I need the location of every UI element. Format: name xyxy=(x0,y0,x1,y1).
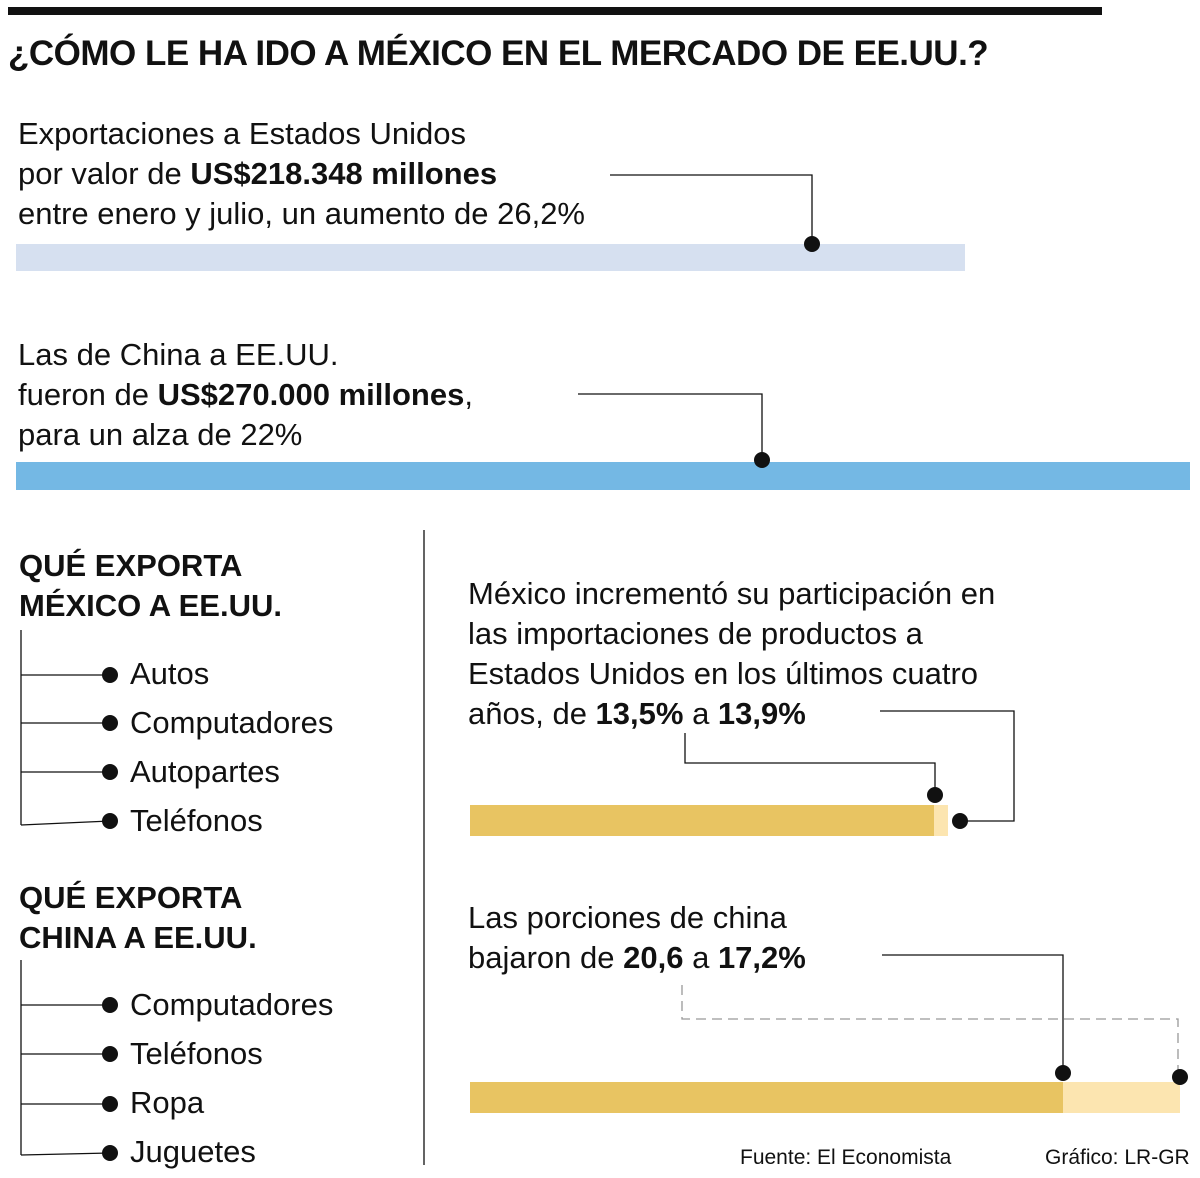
text-line: por valor de xyxy=(18,156,191,191)
china-products-list: Computadores Teléfonos Ropa Juguetes xyxy=(130,985,333,1178)
list-item: Teléfonos xyxy=(130,803,263,838)
graphic-credit: Gráfico: LR-GR xyxy=(1045,1146,1190,1169)
mexico-products-list: Autos Computadores Autopartes Teléfonos xyxy=(130,654,333,850)
list-item: Autos xyxy=(130,656,210,691)
top-rule xyxy=(8,7,1102,15)
list-item: Computadores xyxy=(130,705,334,740)
dot-marker xyxy=(804,236,820,252)
leader-line xyxy=(882,954,1064,1073)
china-share-from: 20,6 xyxy=(623,940,684,975)
dot-marker xyxy=(1172,1069,1188,1085)
heading-line: QUÉ EXPORTA xyxy=(19,880,243,915)
leader-line xyxy=(578,393,763,460)
list-item: Juguetes xyxy=(130,1134,256,1169)
text-line: Estados Unidos en los últimos cuatro xyxy=(468,656,979,691)
source-note: Fuente: El Economista xyxy=(740,1146,952,1169)
mexico-share-from: 13,5% xyxy=(595,696,684,731)
text-line: Exportaciones a Estados Unidos xyxy=(18,116,467,151)
heading-line: CHINA A EE.UU. xyxy=(19,920,257,955)
mexico-exports-text: Exportaciones a Estados Unidos por valor… xyxy=(18,114,585,234)
china-exports-bar xyxy=(16,462,1190,490)
mexico-export-value: US$218.348 millones xyxy=(190,156,498,191)
text-line: bajaron de xyxy=(468,940,624,975)
dot-marker xyxy=(754,452,770,468)
text-line: a xyxy=(683,940,718,975)
bullet-dot xyxy=(102,1145,118,1161)
leader-line xyxy=(880,710,1015,822)
china-exports-text: Las de China a EE.UU. fueron de US$270.0… xyxy=(18,335,473,455)
text-line: México incrementó su participación en xyxy=(468,576,996,611)
dot-marker xyxy=(927,787,943,803)
mexico-share-to: 13,9% xyxy=(717,696,806,731)
heading-line: MÉXICO A EE.UU. xyxy=(19,588,282,623)
mexico-growth-value: 26,2% xyxy=(497,196,585,231)
china-share-text: Las porciones de china bajaron de 20,6 a… xyxy=(468,898,806,978)
text-line: años, de xyxy=(468,696,596,731)
china-export-value: US$270.000 millones xyxy=(157,377,465,412)
text-line: para un alza de xyxy=(18,417,241,452)
text-line: fueron de xyxy=(18,377,158,412)
bullet-dot xyxy=(102,715,118,731)
bullet-dot xyxy=(102,667,118,683)
bullet-dot xyxy=(102,813,118,829)
dot-marker xyxy=(952,813,968,829)
dot-marker xyxy=(1055,1065,1071,1081)
china-share-to: 17,2% xyxy=(717,940,806,975)
text-line: Las de China a EE.UU. xyxy=(18,337,339,372)
leader-line xyxy=(610,174,813,244)
list-item: Computadores xyxy=(130,987,334,1022)
text-line: Las porciones de china xyxy=(468,900,787,935)
china-products-heading: QUÉ EXPORTA CHINA A EE.UU. xyxy=(19,878,257,958)
bullet-dot xyxy=(102,997,118,1013)
list-item: Ropa xyxy=(130,1085,205,1120)
bullet-dot xyxy=(102,764,118,780)
comma: , xyxy=(464,377,473,412)
bullet-dot xyxy=(102,1046,118,1062)
text-line: las importaciones de productos a xyxy=(468,616,923,651)
text-line: entre enero y julio, un aumento de xyxy=(18,196,498,231)
mexico-share-bar-13-5 xyxy=(470,805,935,836)
bullet-dot xyxy=(102,1096,118,1112)
list-item: Teléfonos xyxy=(130,1036,263,1071)
mexico-products-heading: QUÉ EXPORTA MÉXICO A EE.UU. xyxy=(19,546,282,626)
list-item: Autopartes xyxy=(130,754,280,789)
china-share-bar-17-2 xyxy=(470,1082,1063,1113)
china-growth-value: 22% xyxy=(240,417,303,452)
leader-line xyxy=(684,733,936,795)
leader-line-dashed xyxy=(681,985,1179,1077)
mexico-share-text: México incrementó su participación en la… xyxy=(468,574,995,734)
heading-line: QUÉ EXPORTA xyxy=(19,548,243,583)
page-title: ¿CÓMO LE HA IDO A MÉXICO EN EL MERCADO D… xyxy=(8,34,989,73)
text-line: a xyxy=(683,696,718,731)
